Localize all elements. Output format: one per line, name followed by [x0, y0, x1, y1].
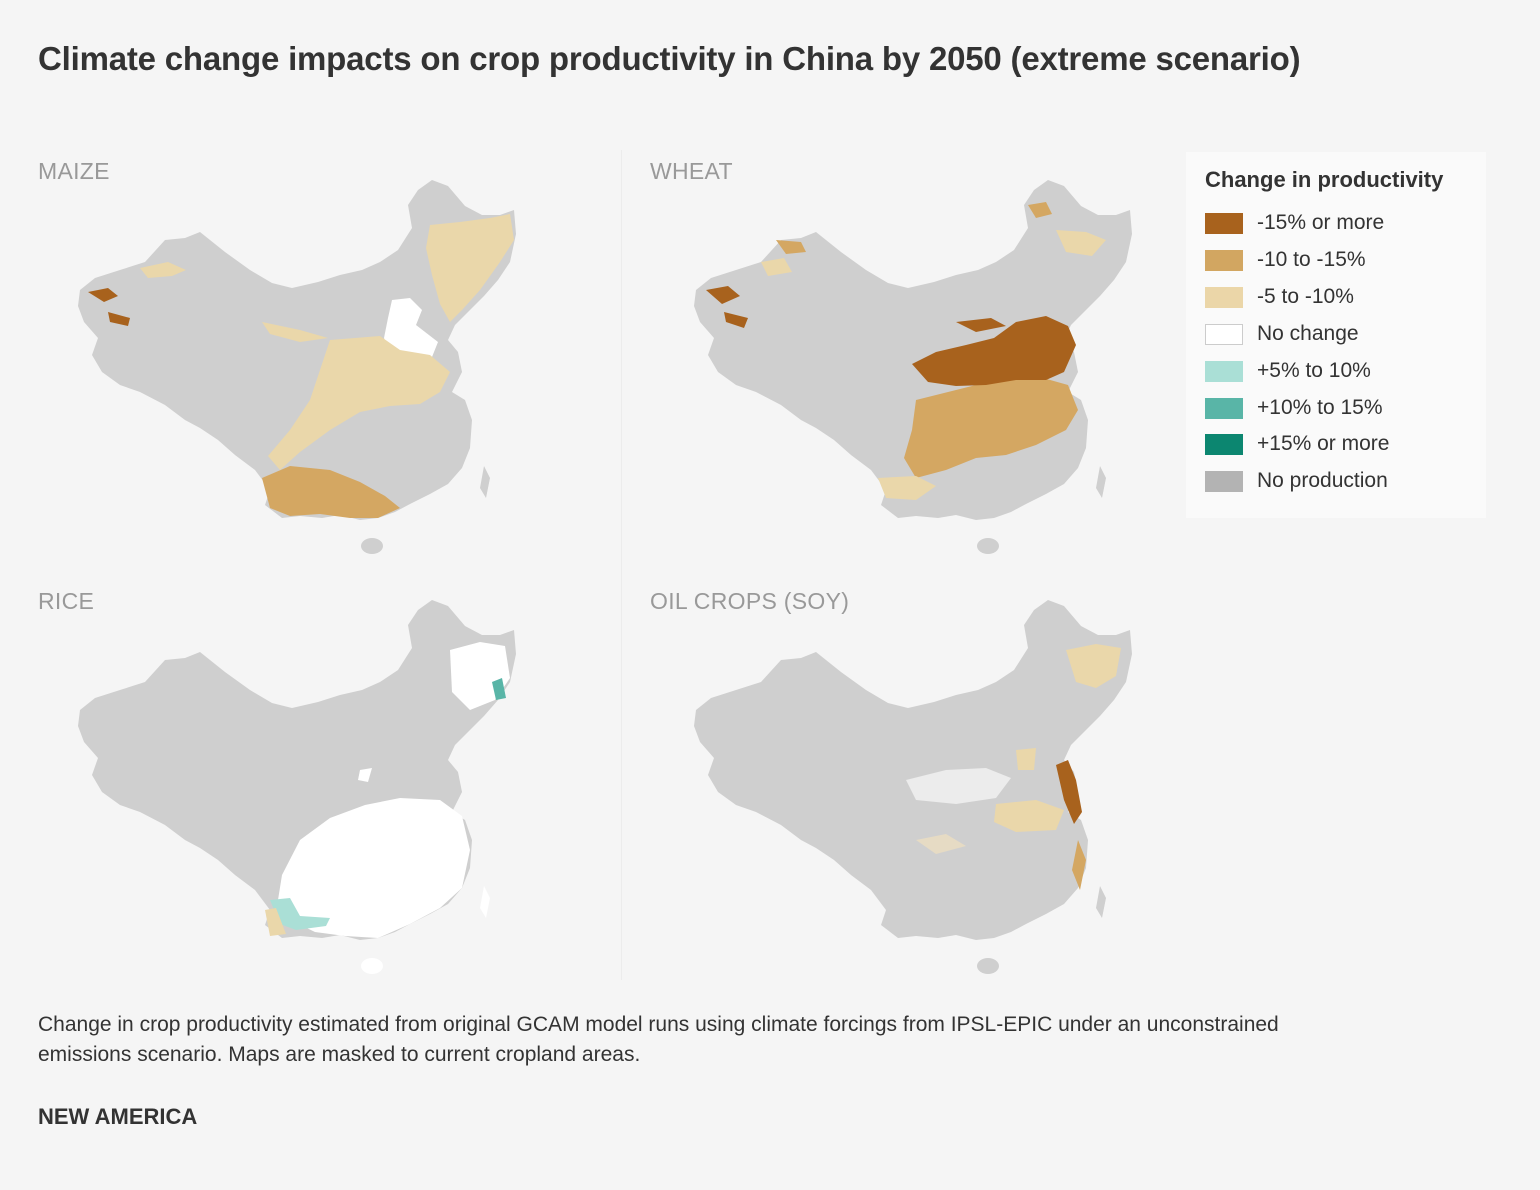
map-rice: [78, 600, 516, 974]
panel-divider: [621, 150, 622, 980]
legend-title: Change in productivity: [1205, 167, 1444, 192]
legend-item: -10 to -15%: [1205, 246, 1366, 274]
legend-label: +15% or more: [1257, 432, 1390, 455]
legend-swatch: [1205, 323, 1243, 345]
legend-label: -5 to -10%: [1257, 285, 1354, 308]
legend-item: No change: [1205, 320, 1359, 348]
caption: Change in crop productivity estimated fr…: [38, 1013, 1279, 1066]
legend-swatch: [1205, 433, 1243, 455]
legend-item: +10% to 15%: [1205, 394, 1383, 422]
legend-label: No production: [1257, 469, 1388, 492]
panel-label-maize: MAIZE: [38, 158, 110, 184]
chart-title: Climate change impacts on crop productiv…: [38, 40, 1301, 77]
legend-label: +10% to 15%: [1257, 396, 1383, 419]
panel-label-rice: RICE: [38, 588, 95, 614]
legend-swatch: [1205, 249, 1243, 271]
legend-item: +5% to 10%: [1205, 357, 1371, 385]
legend-item: +15% or more: [1205, 430, 1389, 458]
legend-swatch: [1205, 212, 1243, 234]
legend-swatch: [1205, 286, 1243, 308]
map-maize: [78, 180, 516, 554]
panel-label-wheat: WHEAT: [650, 158, 733, 184]
legend-label: +5% to 10%: [1257, 359, 1371, 382]
legend-label: No change: [1257, 322, 1359, 345]
legend-swatch: [1205, 470, 1243, 492]
legend-swatch: [1205, 397, 1243, 419]
brand-logo-text: NEW AMERICA: [38, 1104, 198, 1129]
map-wheat: [694, 180, 1132, 554]
legend-label: -10 to -15%: [1257, 248, 1366, 271]
panel-label-oil-crops: OIL CROPS (SOY): [650, 588, 850, 614]
legend-swatch: [1205, 360, 1243, 382]
legend-label: -15% or more: [1257, 211, 1385, 234]
legend: Change in productivity -15% or more -10 …: [1186, 152, 1486, 518]
legend-item: -5 to -10%: [1205, 283, 1354, 311]
legend-item: -15% or more: [1205, 209, 1384, 237]
legend-item: No production: [1205, 467, 1388, 495]
map-oil-crops: [694, 600, 1132, 974]
